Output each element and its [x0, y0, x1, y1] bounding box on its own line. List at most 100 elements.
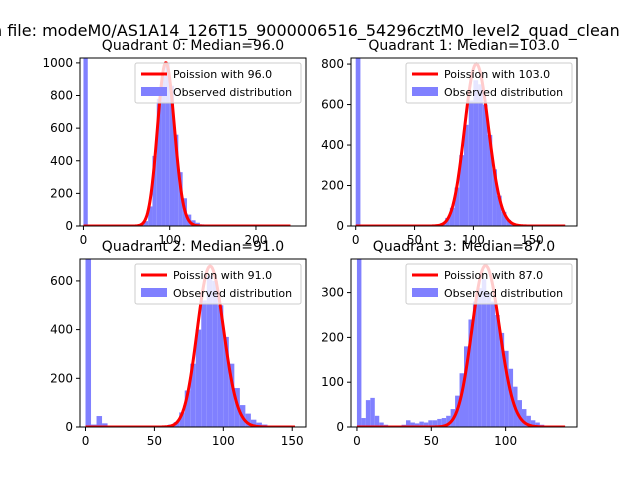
histogram-bar-11: [482, 104, 488, 226]
histogram-bar-9: [179, 412, 185, 427]
histogram-bar-25: [481, 279, 487, 427]
subplot-title: Quadrant 3: Median=87.0: [373, 239, 555, 255]
legend: Poission with 96.0 Observed distribution: [134, 62, 302, 104]
subplot-quadrant-2: 0 50 100 150 0 200 400 600 Quadrant 2: Median=91…: [50, 239, 307, 448]
histogram-bar-9: [174, 134, 179, 226]
y-tick-label-0: 0: [65, 420, 73, 434]
histogram-bar-22: [468, 319, 473, 427]
y-tick-label-1: 200: [50, 186, 73, 200]
histogram-bar-23: [472, 301, 478, 427]
histogram-bar-29: [499, 332, 505, 427]
legend-label-observed: Observed distribution: [444, 86, 563, 99]
histogram-bar-14: [432, 420, 438, 427]
histogram-bar-33: [517, 400, 522, 427]
legend-bar-swatch: [412, 87, 438, 96]
histogram-bar-23: [256, 422, 262, 427]
histogram-bar-34: [521, 409, 527, 427]
histogram-bar-3: [102, 423, 108, 427]
legend-bar-swatch: [141, 288, 167, 297]
histogram-bar-15: [437, 418, 442, 427]
x-tick-label-1: 50: [424, 434, 439, 448]
axes-frame: [350, 258, 578, 428]
y-tick-label-4: 800: [50, 89, 73, 103]
legend-bar-swatch: [141, 87, 167, 96]
histogram-bar-6: [161, 75, 166, 226]
histogram-bar-0: [355, 58, 361, 226]
histogram-bar-21: [245, 413, 251, 427]
histogram-bar-11: [419, 421, 424, 427]
x-tick-label-0: 0: [82, 434, 90, 448]
histogram-bar-4: [449, 207, 455, 226]
histogram-bar-37: [535, 422, 540, 427]
y-tick-label-0: 0: [65, 219, 73, 233]
axes-frame: [79, 258, 307, 428]
x-tick-label-2: 100: [212, 434, 235, 448]
legend-box: [134, 62, 302, 104]
y-tick-label-5: 1000: [42, 56, 73, 70]
histogram-bar-17: [446, 415, 451, 427]
histogram-bar-14: [206, 276, 213, 427]
histogram-bar-12: [423, 422, 429, 427]
histogram-bar-20: [459, 373, 464, 427]
y-tick-label-3: 600: [321, 98, 344, 112]
y-tick-label-3: 600: [50, 121, 73, 135]
legend-bar-swatch: [412, 288, 438, 297]
legend-label-poisson: Poission with 103.0: [444, 68, 550, 81]
y-tick-label-2: 400: [321, 138, 344, 152]
y-tick-label-2: 400: [50, 154, 73, 168]
legend-box: [134, 263, 302, 305]
legend-label-observed: Observed distribution: [173, 287, 292, 300]
histogram-bar-30: [504, 350, 509, 427]
histogram-bar-14: [496, 195, 502, 226]
y-tick-label-3: 600: [50, 274, 73, 288]
histogram-bar-16: [217, 305, 224, 427]
histogram-bar-15: [501, 211, 507, 226]
legend: Poission with 103.0 Observed distribution: [405, 62, 573, 104]
legend-label-observed: Observed distribution: [444, 287, 563, 300]
histogram-bar-4: [374, 415, 380, 427]
subplot-title: Quadrant 2: Median=91.0: [102, 239, 284, 255]
histogram-bar-16: [506, 219, 512, 226]
histogram-bar-2: [365, 400, 371, 427]
histogram-bar-6: [459, 155, 464, 226]
histogram-bar-3: [445, 217, 450, 226]
histogram-bar-5: [379, 422, 384, 427]
histogram-bar-5: [454, 187, 460, 226]
legend-label-poisson: Poission with 91.0: [173, 269, 272, 282]
legend-label-poisson: Poission with 87.0: [444, 269, 543, 282]
legend-box: [405, 263, 573, 305]
poisson-curve: [356, 264, 566, 427]
histogram-bar-27: [490, 301, 496, 427]
histogram-bar-0: [83, 58, 88, 226]
histogram-bar-28: [495, 315, 500, 427]
histogram-bar-12: [487, 134, 493, 226]
x-tick-label-2: 100: [462, 233, 485, 247]
legend-label-poisson: Poission with 96.0: [173, 68, 272, 81]
y-tick-label-0: 0: [336, 420, 344, 434]
subplot-title: Quadrant 1: Median=103.0: [368, 38, 559, 54]
histogram-bar-17: [223, 336, 229, 427]
histogram-bar-13: [428, 420, 433, 427]
histogram-bar-10: [178, 172, 183, 226]
histogram-bar-22: [250, 419, 257, 427]
x-tick-label-3: 150: [521, 233, 544, 247]
y-tick-label-3: 300: [321, 286, 344, 300]
histogram-bar-9: [473, 80, 479, 226]
histogram-bar-0: [356, 259, 362, 427]
histogram-bar-21: [464, 346, 469, 427]
histogram-bar-35: [526, 415, 531, 427]
legend: Poission with 91.0 Observed distribution: [134, 263, 302, 305]
histogram-bar-4: [152, 155, 157, 226]
x-tick-label-0: 0: [80, 233, 88, 247]
histogram-bar-24: [477, 288, 482, 427]
x-tick-label-3: 150: [281, 434, 304, 448]
histogram-bar-26: [486, 292, 491, 427]
figure-title: n file: modeM0/AS1A14_126T15_9000006516_…: [0, 21, 620, 41]
histogram-bar-1: [361, 418, 366, 427]
subplot-quadrant-0: 0 100 200 0 200 400 600 800 1000 Quadrant 0: Medi…: [42, 38, 307, 247]
legend-label-observed: Observed distribution: [173, 86, 292, 99]
y-tick-label-2: 400: [50, 323, 73, 337]
histogram-bar-10: [478, 84, 483, 226]
